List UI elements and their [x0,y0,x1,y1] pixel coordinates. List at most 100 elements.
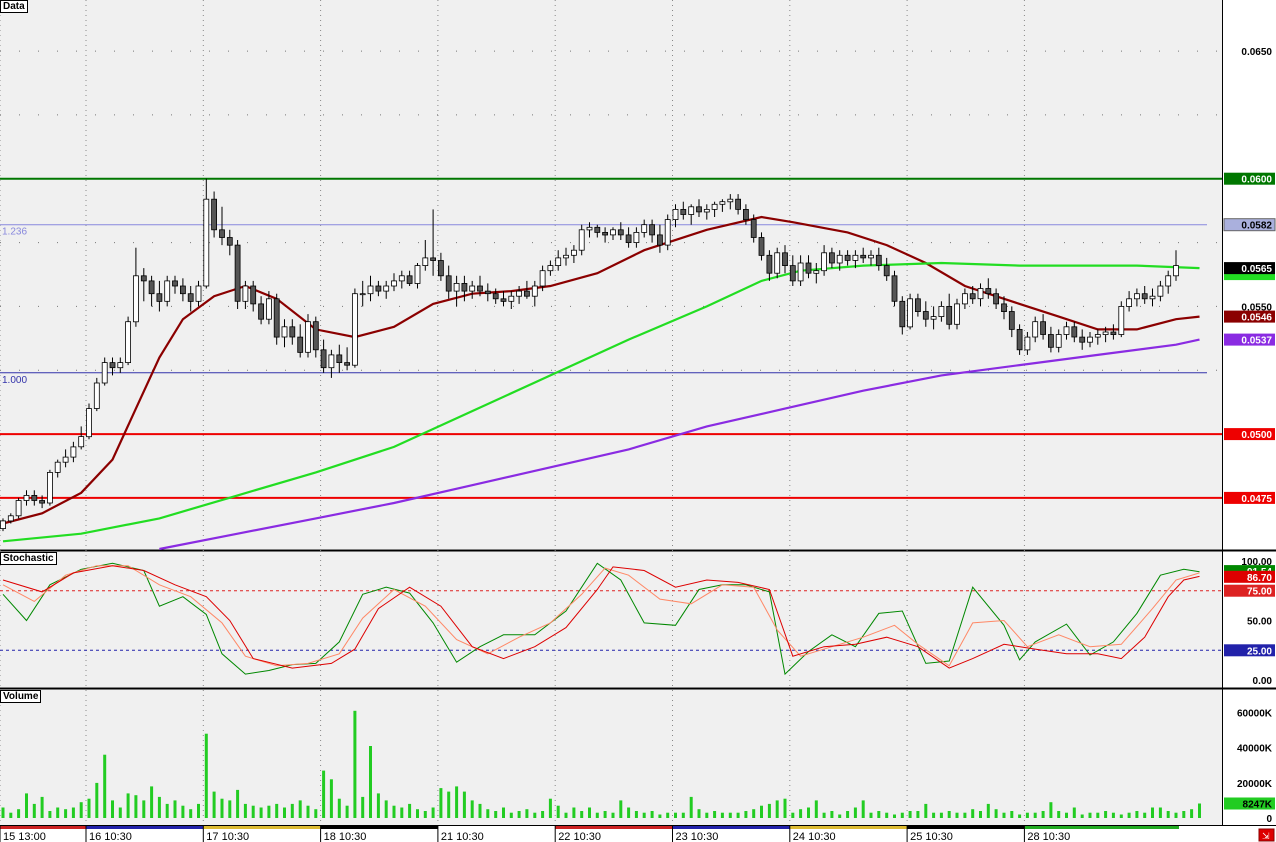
candle-body [1165,275,1172,287]
candle-body [132,275,139,323]
volume-bar [752,809,756,818]
volume-bar [572,807,576,818]
candle-body [23,494,30,501]
candle-body [398,275,405,282]
volume-bar [548,798,552,818]
candle-body [359,293,366,296]
volume-panel [0,689,1222,825]
volume-bar [963,812,967,818]
y-axis-area [1223,0,1276,842]
stochastic-tick-label: 0.00 [1253,676,1273,687]
candle-body [555,257,562,266]
candle-body [946,305,953,325]
candle-body [1055,334,1062,348]
candle-body [297,336,304,353]
volume-bar [283,807,286,818]
candle-body [1118,305,1125,335]
candle-body [281,326,288,338]
stochastic-layer [0,562,1222,676]
stochastic-level-label: 25.00 [1247,646,1272,657]
candle-body [101,362,108,384]
candle-body [187,293,194,302]
volume-bar [994,809,998,818]
candle-body [586,226,593,231]
candle-body [469,285,476,292]
volume-bar [165,803,169,818]
volume-bar [56,807,60,818]
stochastic-tick-label: 100.00 [1241,557,1272,568]
volume-bar [439,788,443,818]
candle-body [140,275,147,282]
volume-bar [150,786,154,818]
session-strip [437,826,556,829]
volume-bar [1,807,5,818]
candle-body [391,280,397,287]
candle-body [477,285,483,292]
candle-body [766,254,773,274]
volume-bar [595,812,599,818]
volume-bar [674,812,677,818]
candle-body [915,298,921,312]
volume-bar [634,811,638,818]
volume-bar [275,803,279,818]
volume-bar [40,796,44,818]
volume-bar [25,793,28,818]
volume-bar [236,789,240,818]
volume-bar [173,800,177,818]
candle-body [484,290,491,295]
candle-body [891,275,898,302]
candle-body [735,198,741,210]
candle-body [219,229,225,238]
candle-body [164,280,171,302]
candle-body [703,208,710,213]
volume-bar [455,786,459,818]
volume-bar [939,812,943,818]
stochastic-line [2,565,1200,669]
candle-body [1102,331,1109,335]
volume-bar [822,812,826,818]
candle-body [657,234,663,246]
x-axis-label: 28 10:30 [1027,831,1070,842]
candle-body [727,198,734,203]
candle-body [813,270,820,274]
level-label-box [1224,172,1275,185]
volume-bar [220,798,224,818]
volume-bar [267,805,271,818]
volume-bar [885,812,889,818]
last-value-box [1224,262,1275,275]
volume-bar [846,811,850,818]
stochastic-panel [0,551,1222,687]
session-strip [320,826,438,829]
level-label-box [1224,491,1275,504]
candle-body [195,285,202,302]
level-label: 0.0600 [1241,175,1272,186]
x-axis-label: 23 10:30 [676,831,719,842]
volume-bar [197,803,200,818]
candle-body [172,280,178,287]
volume-bar [1018,814,1022,818]
volume-bar [345,805,349,818]
candle-body [7,515,14,522]
scroll-corner-button[interactable] [1258,828,1275,842]
candle-body [500,298,507,302]
volume-bar [290,803,294,818]
candle-body [985,288,992,294]
volume-bar [1158,807,1162,818]
volume-bar [1174,812,1178,818]
volume-bar [392,805,396,818]
volume-bar [71,807,75,818]
last-value-box [1224,333,1275,346]
candle-body [492,293,499,300]
volume-bar [212,791,216,818]
candle-body [273,298,280,338]
candle-body [156,293,163,302]
stochastic-level-box [1224,644,1275,657]
volume-bar [462,791,466,818]
volume-bar [517,811,521,818]
volume-bar [713,811,717,818]
candle-body [1094,334,1101,338]
level-label-box [1224,428,1275,441]
candle-body [993,293,999,305]
candle-body [234,244,241,302]
candle-body [805,262,812,274]
